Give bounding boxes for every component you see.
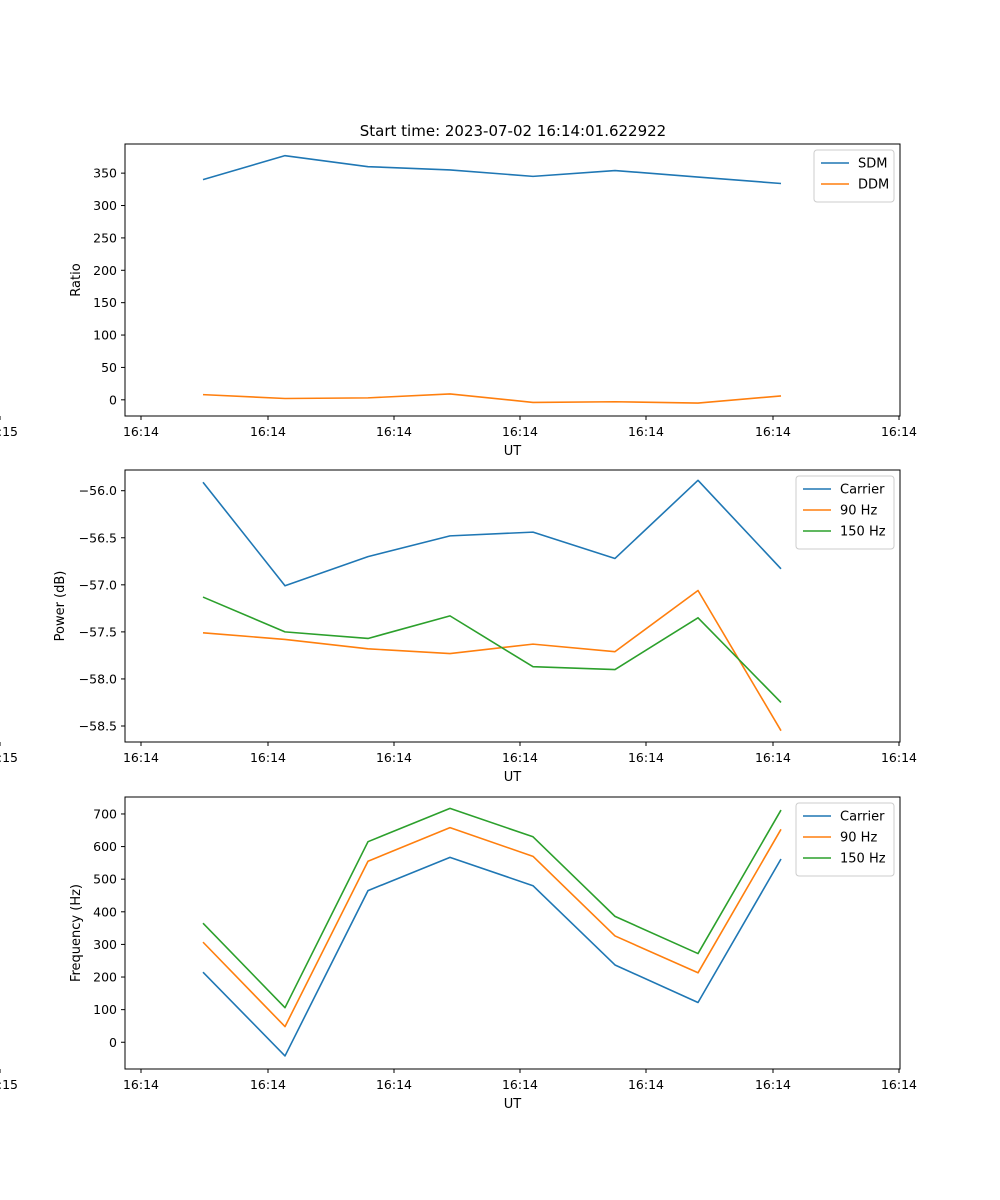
legend-label: Carrier (840, 483, 885, 498)
x-tick-label: 16:14 (755, 750, 791, 765)
y-tick-label: 400 (93, 904, 117, 919)
y-tick-label: −58.0 (79, 671, 117, 686)
x-tick-label: 16:15 (0, 1077, 18, 1092)
plot-frame (124, 469, 901, 743)
plot-frame (124, 143, 901, 417)
x-tick-label: 16:14 (755, 424, 791, 439)
y-tick-label: 0 (109, 392, 117, 407)
y-tick-label: 200 (93, 970, 117, 985)
x-tick-label: 16:14 (628, 750, 664, 765)
y-tick-label: 350 (93, 166, 117, 181)
x-tick-label: 16:14 (502, 424, 538, 439)
y-tick-label: 100 (93, 1002, 117, 1017)
plot-frame (124, 796, 901, 1070)
x-axis-label: UT (504, 770, 522, 785)
series-line-carrier (202, 856, 782, 1057)
y-tick-label: 100 (93, 328, 117, 343)
series-line-sdm (202, 154, 782, 185)
y-axis-label: Frequency (Hz) (69, 884, 84, 982)
y-axis-label: Ratio (69, 263, 84, 296)
series-line-carrier (202, 479, 782, 587)
legend-label: 90 Hz (840, 831, 877, 846)
x-tick-label: 16:14 (123, 424, 159, 439)
legend-label: 150 Hz (840, 852, 886, 867)
x-tick-label: 16:14 (123, 1077, 159, 1092)
legend-label: DDM (858, 178, 889, 193)
legend-label: Carrier (840, 810, 885, 825)
figure-title: Start time: 2023-07-02 16:14:01.622922 (360, 122, 666, 140)
x-tick-label: 16:15 (0, 424, 18, 439)
y-axis-label: Power (dB) (53, 571, 68, 642)
legend-label: 150 Hz (840, 525, 886, 540)
y-tick-label: 0 (109, 1035, 117, 1050)
x-tick-label: 16:14 (376, 750, 412, 765)
y-tick-label: 600 (93, 839, 117, 854)
y-tick-label: 700 (93, 806, 117, 821)
series-line-90-hz (202, 589, 782, 732)
x-tick-label: 16:14 (881, 424, 917, 439)
x-tick-label: 16:14 (502, 750, 538, 765)
series-line-ddm (202, 393, 782, 404)
x-tick-label: 16:14 (250, 750, 286, 765)
x-axis-label: UT (504, 1097, 522, 1112)
y-tick-label: −56.5 (79, 530, 117, 545)
legend-label: 90 Hz (840, 504, 877, 519)
y-tick-label: 500 (93, 872, 117, 887)
legend: SDM DDM (813, 149, 895, 203)
y-tick-label: 300 (93, 198, 117, 213)
x-tick-label: 16:14 (881, 750, 917, 765)
chart-panel-1: 16:14 16:14 16:14 16:14 16:14 16:14 16:14 16:15… (0, 143, 917, 459)
y-tick-label: 250 (93, 230, 117, 245)
chart-panel-2: 16:14 16:14 16:14 16:14 16:14 16:14 16:14 16:15… (0, 469, 917, 785)
x-tick-label: 16:14 (376, 424, 412, 439)
series-line-150-hz (202, 596, 782, 704)
legend: Carrier 90 Hz 150 Hz (795, 802, 895, 877)
y-tick-label: −58.5 (79, 719, 117, 734)
y-tick-label: 300 (93, 937, 117, 952)
x-tick-label: 16:14 (123, 750, 159, 765)
x-tick-label: 16:14 (628, 424, 664, 439)
series-line-90-hz (202, 826, 782, 1028)
y-tick-label: 150 (93, 295, 117, 310)
legend-label: SDM (858, 157, 887, 172)
x-tick-label: 16:14 (628, 1077, 664, 1092)
x-tick-label: 16:15 (0, 750, 18, 765)
x-tick-label: 16:14 (502, 1077, 538, 1092)
y-tick-label: −57.5 (79, 624, 117, 639)
x-tick-label: 16:14 (881, 1077, 917, 1092)
x-tick-label: 16:14 (755, 1077, 791, 1092)
x-axis-label: UT (504, 444, 522, 459)
y-tick-label: 200 (93, 263, 117, 278)
chart-panel-3: 16:14 16:14 16:14 16:14 16:14 16:14 16:14 16:15… (0, 796, 917, 1112)
y-tick-label: −57.0 (79, 577, 117, 592)
x-tick-label: 16:14 (376, 1077, 412, 1092)
series-line-150-hz (202, 807, 782, 1009)
legend: Carrier 90 Hz 150 Hz (795, 475, 895, 550)
x-tick-label: 16:14 (250, 424, 286, 439)
y-tick-label: 50 (101, 360, 117, 375)
x-tick-label: 16:14 (250, 1077, 286, 1092)
y-tick-label: −56.0 (79, 483, 117, 498)
